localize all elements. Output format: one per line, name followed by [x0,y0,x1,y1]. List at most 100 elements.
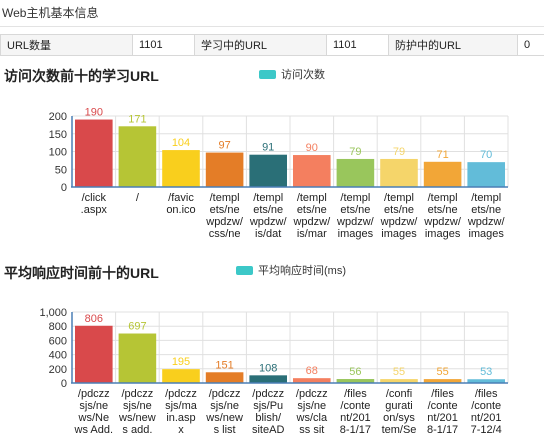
x-tick-label: images [425,228,461,240]
bar-value-label: 97 [218,140,230,152]
panel-divider [0,26,544,27]
x-tick-label: ws Add. [74,424,114,436]
bar [423,161,462,187]
bar [162,369,200,383]
x-tick-label: wpdzw/ [205,216,244,228]
bar [380,379,418,383]
chart1-visit-count-bar-chart: 0 50 100 150 200 190/click.aspx 171 / 104/favico… [49,107,509,240]
x-tick-label: /files [344,388,367,400]
x-tick-label: ws/cla [296,412,328,424]
bar-value-label: 68 [306,365,318,377]
y-tick-label: 800 [49,321,67,333]
x-tick-label: blish/ [255,412,282,424]
x-tick-label: sjs/ne [210,400,239,412]
y-tick-label: 400 [49,350,67,362]
x-tick-label: is/dat [255,228,281,240]
x-tick-label: /pdczz [209,388,241,400]
bar-value-label: 70 [480,149,492,161]
y-tick-label: 0 [61,378,67,390]
x-tick-label: 7-12/4 [471,424,502,436]
bar [249,375,287,383]
x-tick-label: / [136,192,140,204]
bar [118,126,157,187]
chart1-legend-label: 访问次数 [281,69,325,81]
chart1-legend[interactable]: 访问次数 [259,66,325,82]
bar-value-label: 108 [259,362,277,374]
x-tick-label: /files [431,388,454,400]
x-tick-label: x [178,424,184,436]
chart2-legend[interactable]: 平均响应时间(ms) [236,262,346,278]
x-tick-label: sjs/ne [297,400,326,412]
x-tick-label: /pdczz [296,388,328,400]
stat-value-url-count: 1101 [132,34,195,56]
x-tick-label: tem/Se [382,424,417,436]
bar [336,158,375,187]
x-tick-label: .aspx [81,204,108,216]
y-tick-label: 600 [49,335,67,347]
bar [336,379,375,383]
bar-value-label: 90 [306,142,318,154]
bar-value-label: 190 [85,107,103,119]
table-row: URL数量 1101 学习中的URL 1101 防护中的URL 0 [0,34,544,56]
y-tick-label: 1,000 [39,307,67,319]
stat-label-url-count: URL数量 [0,34,133,56]
bar-value-label: 91 [262,142,274,154]
x-tick-label: wpdzw/ [467,216,506,228]
x-tick-label: /templ [297,192,327,204]
stat-label-learning-url: 学习中的URL [194,34,327,56]
x-tick-label: /pdczz [78,388,110,400]
x-tick-label: on.ico [166,204,195,216]
x-tick-label: ets/ne [384,204,414,216]
x-tick-label: ws/new [205,412,243,424]
x-tick-label: /files [475,388,498,400]
bar [162,150,200,187]
x-tick-label: /pdczz [165,388,197,400]
bar [467,162,505,187]
x-tick-label: /templ [253,192,283,204]
bar-value-label: 697 [128,321,146,333]
bar-value-label: 171 [128,113,146,125]
y-tick-label: 0 [61,182,67,194]
bar [75,119,113,187]
x-tick-label: ets/ne [210,204,240,216]
bar [293,378,331,383]
bar-value-label: 79 [349,146,361,158]
x-tick-label: gurati [385,400,413,412]
bar [75,325,113,383]
x-tick-label: sjs/ne [79,400,108,412]
x-tick-label: in.asp [166,412,195,424]
bar-value-label: 56 [349,366,361,378]
x-tick-label: wpdzw/ [423,216,462,228]
bar-value-label: 71 [436,149,448,161]
bar-value-label: 55 [436,366,448,378]
x-tick-label: /click [82,192,107,204]
x-tick-label: ws/Nе [78,412,110,424]
bar [205,152,244,187]
chart2-title: 平均响应时间前十的URL [4,265,159,281]
bar [293,155,331,187]
chart2-legend-label: 平均响应时间(ms) [258,265,346,277]
x-tick-label: sjs/ma [165,400,198,412]
x-tick-label: nt/201 [427,412,458,424]
bar-value-label: 806 [85,313,103,325]
x-tick-label: s add. [122,424,152,436]
x-tick-label: /favic [168,192,194,204]
bar [249,154,287,187]
x-tick-label: ets/ne [253,204,283,216]
bar [205,372,244,383]
y-tick-label: 50 [55,164,67,176]
bar [380,158,418,187]
x-tick-label: on/sys [383,412,415,424]
x-tick-label: /templ [428,192,458,204]
x-tick-label: ets/ne [297,204,327,216]
x-tick-label: /conte [428,400,458,412]
x-tick-label: 8-1/17 [340,424,371,436]
x-tick-label: /templ [340,192,370,204]
x-tick-label: ets/ne [471,204,501,216]
stat-value-protected-url: 0 [517,34,544,56]
x-tick-label: /conte [471,400,501,412]
x-tick-label: nt/201 [471,412,502,424]
bar [118,333,157,383]
x-tick-label: wpdzw/ [336,216,375,228]
